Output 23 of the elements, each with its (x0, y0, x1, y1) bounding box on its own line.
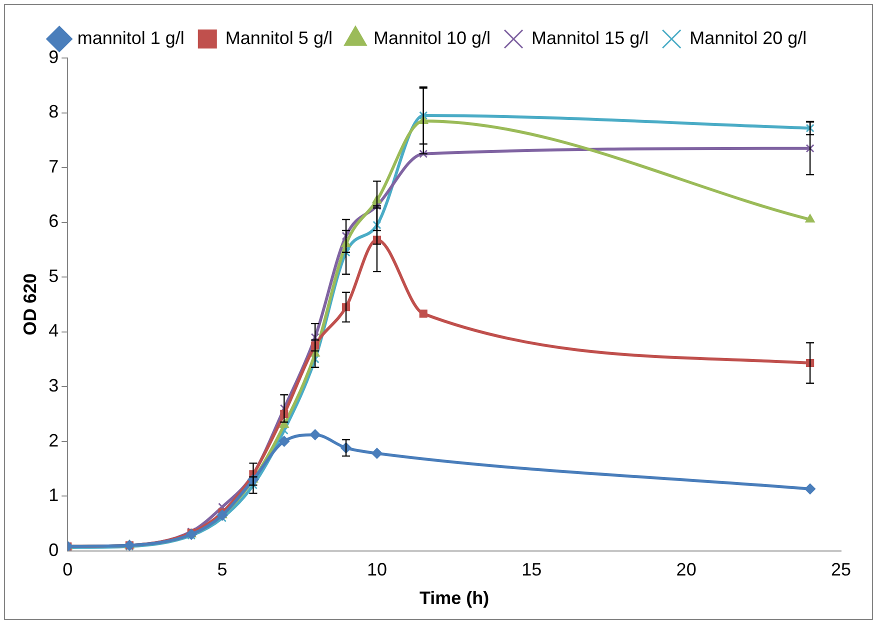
legend-label: Mannitol 15 g/l (532, 28, 649, 48)
y-tick-label: 6 (48, 211, 59, 232)
y-tick-label: 7 (48, 156, 59, 176)
y-tick-label: 4 (48, 320, 59, 341)
x-tick-label: 5 (217, 560, 228, 580)
x-tick-label: 0 (62, 560, 73, 580)
legend-label: Mannitol 5 g/l (225, 28, 332, 48)
legend-label: Mannitol 10 g/l (373, 28, 491, 48)
y-tick-label: 0 (48, 540, 59, 560)
x-tick-label: 10 (366, 560, 387, 580)
y-tick-label: 8 (48, 102, 59, 122)
y-tick-label: 1 (48, 485, 59, 506)
legend-label: mannitol 1 g/l (77, 28, 184, 48)
y-tick-label: 2 (48, 430, 59, 450)
x-tick-label: 20 (676, 560, 696, 580)
x-axis-title: Time (h) (419, 588, 490, 608)
y-axis-title: OD 620 (20, 273, 40, 336)
x-tick-label: 25 (830, 560, 852, 580)
y-tick-label: 3 (48, 376, 59, 396)
y-tick-label: 5 (48, 266, 59, 286)
y-tick-label: 9 (48, 46, 59, 67)
x-tick-label: 15 (522, 560, 542, 580)
legend-label: Mannitol 20 g/l (690, 28, 807, 48)
